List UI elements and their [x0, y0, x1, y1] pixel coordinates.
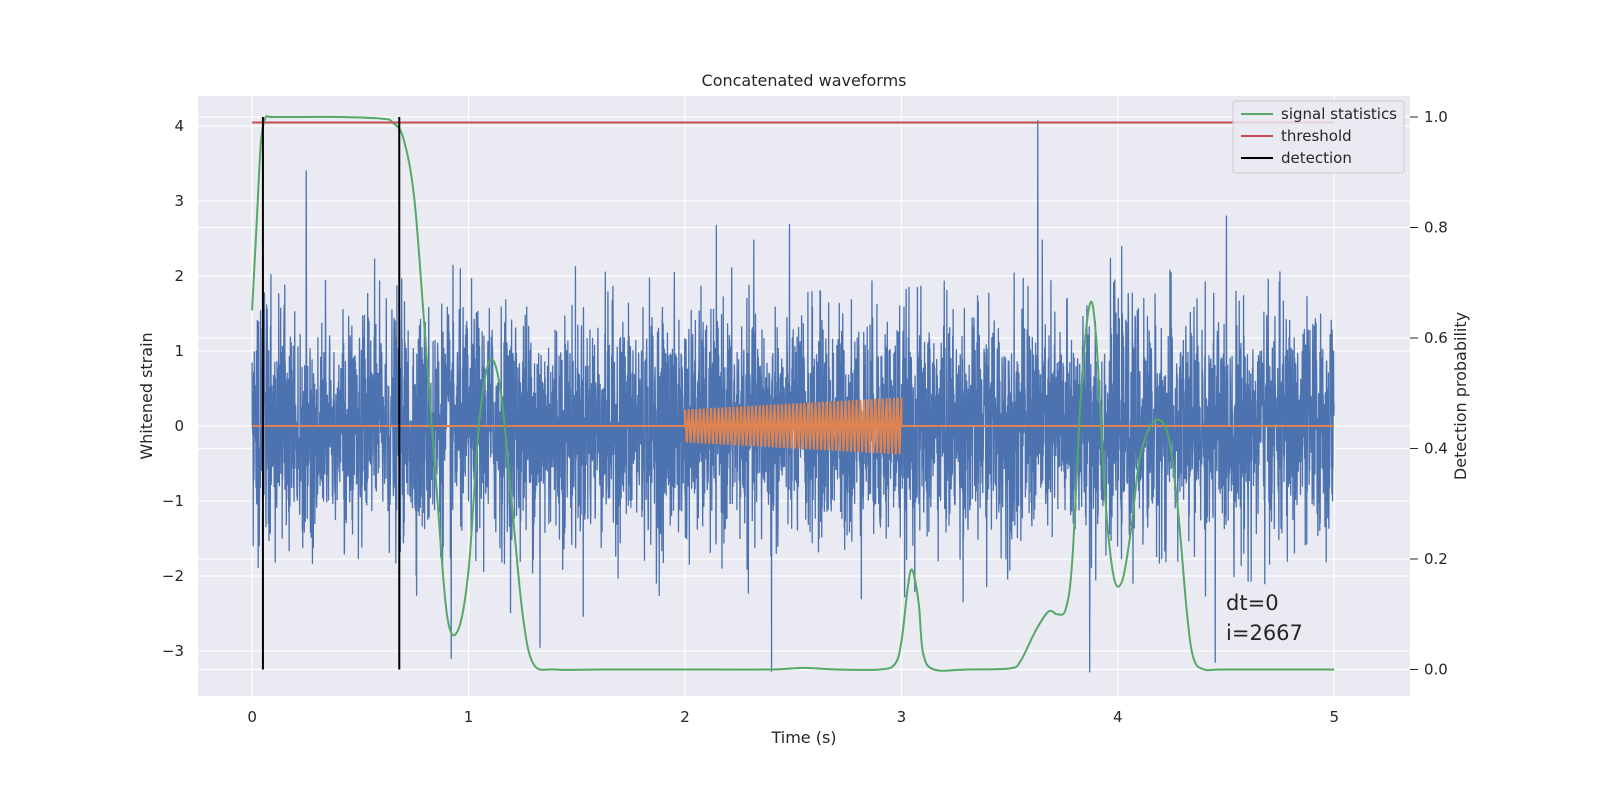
x-tick-label: 0	[247, 708, 257, 726]
legend-box	[1232, 100, 1405, 174]
legend: signal statistics threshold detection	[1232, 100, 1405, 174]
legend-label-signal-statistics: signal statistics	[1281, 105, 1397, 123]
y-left-tick-label: −2	[162, 567, 184, 585]
x-tick-label: 1	[464, 708, 474, 726]
y-right-tick-label: 0.2	[1424, 550, 1448, 568]
signal-statistics-series	[251, 115, 1335, 672]
y-axis-label-right: Detection probability	[1451, 312, 1470, 480]
annotation-i: i=2667	[1226, 621, 1303, 645]
y-right-tick-label: 0.0	[1424, 660, 1448, 678]
x-axis-label: Time (s)	[770, 728, 836, 747]
y-left-tick-label: 2	[174, 267, 184, 285]
y-axis-label-left: Whitened strain	[137, 332, 156, 459]
chart-title: Concatenated waveforms	[702, 71, 907, 90]
detection-series	[261, 116, 401, 670]
y-right-tick-label: 1.0	[1424, 108, 1448, 126]
x-tick-label: 4	[1113, 708, 1123, 726]
annotation-dt: dt=0	[1226, 591, 1279, 615]
y-left-tick-label: 4	[174, 117, 184, 135]
signal-statistics-line	[251, 115, 1335, 672]
x-tick-label: 5	[1329, 708, 1339, 726]
y-left-tick-label: 0	[174, 417, 184, 435]
y-left-tick-label: 1	[174, 342, 184, 360]
y-left-tick-label: −1	[162, 492, 184, 510]
x-tick-label: 2	[680, 708, 690, 726]
template-line	[252, 397, 1335, 455]
legend-label-detection: detection	[1281, 149, 1352, 167]
tick-labels: 0 1 2 3 4 5 −3 −2 −1 0 1 2 3 4 0.0 0.2 0.4 0.6 0.8 1.0	[162, 108, 1448, 726]
template-series	[252, 397, 1335, 455]
y-left-tick-label: −3	[162, 642, 184, 660]
y-right-tick-label: 0.6	[1424, 329, 1448, 347]
legend-label-threshold: threshold	[1281, 127, 1352, 145]
y-right-tick-label: 0.4	[1424, 439, 1448, 457]
strain-series	[251, 120, 1335, 673]
y-right-tick-label: 0.8	[1424, 218, 1448, 236]
y-left-tick-label: 3	[174, 192, 184, 210]
x-tick-label: 3	[897, 708, 907, 726]
strain-line	[251, 120, 1335, 673]
